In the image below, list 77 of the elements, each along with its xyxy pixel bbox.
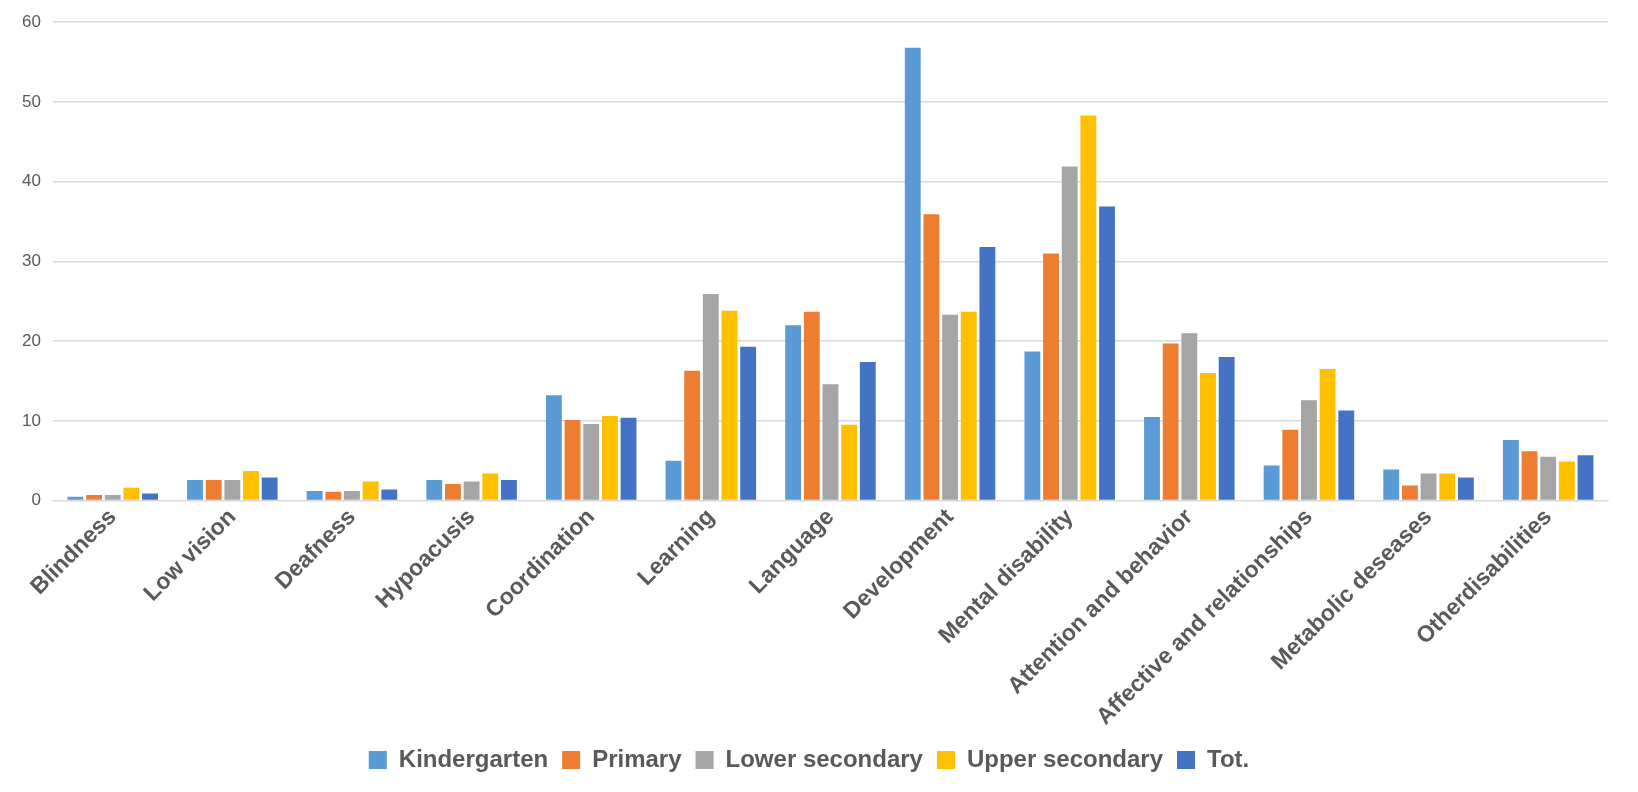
legend-label: Tot. — [1207, 744, 1250, 772]
bar — [224, 479, 241, 500]
bar — [564, 420, 581, 500]
bar — [1301, 400, 1317, 500]
bar — [979, 247, 996, 500]
bar — [1338, 410, 1355, 500]
bar — [1144, 416, 1160, 500]
bar — [243, 471, 259, 500]
y-tick-label: 40 — [21, 171, 41, 191]
bar — [445, 483, 461, 500]
bar — [1383, 469, 1400, 500]
bar — [923, 214, 940, 500]
bar — [1502, 440, 1519, 500]
legend-label: Kindergarten — [398, 744, 549, 772]
legend-label: Lower secondary — [725, 744, 924, 772]
bar — [904, 47, 921, 500]
y-tick-label: 20 — [21, 330, 41, 350]
y-tick-label: 0 — [31, 490, 41, 510]
bar — [545, 395, 562, 500]
y-tick-label: 60 — [21, 11, 41, 31]
bar — [1181, 333, 1198, 500]
bar — [306, 491, 323, 500]
bar — [1420, 473, 1437, 500]
bar — [684, 370, 701, 500]
bar — [86, 495, 102, 500]
bar — [1457, 477, 1474, 500]
bar — [583, 424, 600, 500]
bar — [104, 495, 121, 500]
bar — [463, 481, 480, 500]
bar — [822, 384, 839, 500]
bar — [1401, 485, 1418, 500]
bar — [142, 493, 158, 500]
bar — [1024, 351, 1041, 500]
bar — [1577, 455, 1594, 500]
y-tick-label: 50 — [21, 91, 41, 111]
bar — [381, 489, 398, 500]
bar — [1043, 253, 1059, 500]
bar — [325, 491, 342, 500]
bar — [1521, 451, 1538, 500]
bar — [1218, 357, 1235, 500]
bar — [785, 325, 802, 500]
bar — [1439, 473, 1456, 500]
bar — [1099, 206, 1115, 500]
bar — [500, 479, 517, 500]
bar — [841, 424, 858, 500]
bar — [1080, 115, 1097, 500]
bar — [344, 491, 360, 500]
bar — [1282, 429, 1299, 500]
bar — [859, 361, 876, 500]
bar — [1319, 369, 1336, 500]
bar — [960, 311, 977, 500]
bar — [620, 417, 637, 500]
bar — [1558, 461, 1575, 500]
bar — [740, 346, 757, 500]
bar — [665, 460, 682, 500]
y-tick-label: 10 — [21, 410, 41, 430]
bar — [362, 481, 379, 500]
bar — [721, 310, 738, 500]
y-tick-label: 30 — [21, 251, 41, 271]
bar — [1200, 373, 1216, 500]
bar — [1263, 465, 1280, 500]
bar — [1061, 166, 1078, 500]
bar — [67, 496, 84, 500]
bar — [1540, 456, 1557, 500]
bar — [482, 473, 499, 500]
bar — [702, 294, 719, 500]
legend-label: Upper secondary — [966, 744, 1164, 772]
bar — [123, 487, 140, 500]
bar — [426, 479, 443, 500]
bar — [1162, 343, 1179, 500]
bar — [942, 314, 959, 500]
bar — [803, 311, 820, 500]
bar — [601, 416, 618, 500]
bar — [205, 479, 222, 500]
legend-label: Primary — [592, 744, 683, 772]
bar — [187, 479, 203, 500]
bar — [261, 477, 278, 500]
